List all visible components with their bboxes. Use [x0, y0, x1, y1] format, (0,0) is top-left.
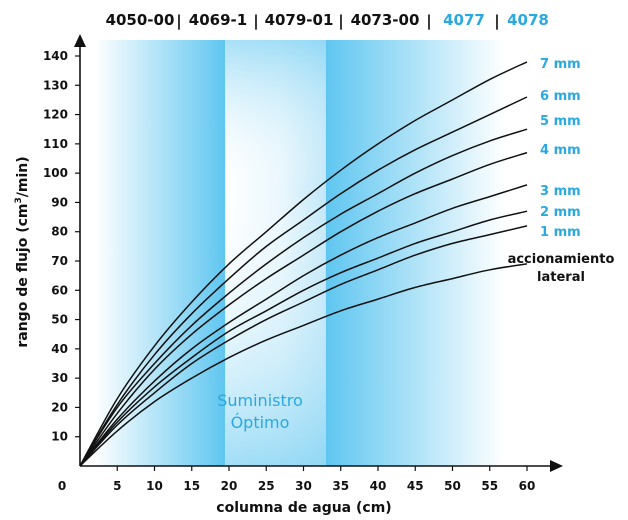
axes	[74, 34, 563, 472]
series-labels: 7 mm 6 mm 5 mm 4 mm 3 mm 2 mm 1 mm accionamient…	[508, 57, 615, 285]
model-separator: |	[494, 12, 499, 31]
y-tick-label: 10	[51, 430, 68, 444]
series-label-line1: accionamiento	[508, 252, 615, 267]
x-tick-label: 0	[58, 479, 66, 493]
x-tick-label: 5	[113, 479, 121, 493]
series-label: 7 mm	[540, 57, 581, 72]
y-tick-label: 110	[43, 137, 68, 151]
flow-curves	[79, 61, 528, 467]
y-tick-label: 60	[51, 283, 68, 297]
series-label: 1 mm	[540, 225, 581, 240]
y-axis-arrow	[74, 34, 86, 47]
series-line-3	[79, 151, 528, 467]
series-label-line2: lateral	[537, 270, 585, 285]
model-separator: |	[338, 12, 343, 31]
x-tick-label: 60	[519, 479, 536, 493]
x-tick-label: 20	[221, 479, 238, 493]
x-tick-label: 30	[295, 479, 312, 493]
series-label: 3 mm	[540, 184, 581, 199]
model-label: 4050-00	[106, 11, 175, 29]
optimum-zone-label-line2: Óptimo	[231, 413, 290, 432]
x-tick-label: 15	[183, 479, 200, 493]
series-label: 6 mm	[540, 89, 581, 104]
y-tick-label: 90	[51, 195, 68, 209]
background-bands	[95, 40, 505, 466]
band-right	[325, 40, 505, 466]
x-axis-title: columna de agua (cm)	[216, 500, 391, 516]
y-tick-label: 70	[51, 254, 68, 268]
x-axis-arrow	[550, 460, 563, 472]
x-tick-label: 10	[146, 479, 163, 493]
x-tick-label: 55	[481, 479, 498, 493]
model-label: 4077	[443, 11, 485, 29]
model-label: 4078	[507, 11, 549, 29]
y-axis-title-main: rango de flujo (cm	[15, 203, 31, 347]
x-axis-ticks: 0 5 10 15 20 25 30 35 40 45 50 55 60	[58, 466, 536, 493]
y-axis-title-superscript: 3	[14, 197, 24, 203]
optimum-zone-label-line1: Suministro	[217, 391, 303, 410]
x-tick-label: 40	[370, 479, 387, 493]
series-line-2	[79, 128, 528, 467]
y-tick-label: 80	[51, 225, 68, 239]
x-tick-label: 45	[407, 479, 424, 493]
band-left	[95, 40, 226, 466]
y-tick-label: 120	[43, 108, 68, 122]
series-line-6	[79, 225, 528, 467]
x-tick-label: 35	[332, 479, 349, 493]
series-line-4	[79, 184, 528, 467]
series-label: 4 mm	[540, 143, 581, 158]
series-line-7	[79, 263, 528, 467]
model-label: 4079-01	[265, 11, 334, 29]
model-separator: |	[426, 12, 431, 31]
x-tick-label: 50	[444, 479, 461, 493]
y-axis-title-end: /min)	[15, 156, 31, 197]
model-separator: |	[176, 12, 181, 31]
series-label: 5 mm	[540, 114, 581, 129]
y-axis-ticks: 10 20 30 40 50 60 70 80 90 100 110 120 130 140	[43, 49, 80, 444]
model-separator: |	[253, 12, 258, 31]
x-tick-label: 25	[258, 479, 275, 493]
model-header: 4050-00 4069-1 4079-01 4073-00 4077 4078 | | | | |	[106, 11, 549, 31]
y-tick-label: 30	[51, 371, 68, 385]
series-line-0	[79, 61, 528, 467]
series-label: 2 mm	[540, 205, 581, 220]
y-tick-label: 140	[43, 49, 68, 63]
series-line-1	[79, 96, 528, 467]
y-tick-label: 50	[51, 313, 68, 327]
model-label: 4073-00	[351, 11, 420, 29]
y-tick-label: 40	[51, 342, 68, 356]
series-line-5	[79, 210, 528, 467]
y-tick-label: 100	[43, 166, 68, 180]
y-tick-label: 130	[43, 78, 68, 92]
model-label: 4069-1	[189, 11, 247, 29]
y-axis-title: rango de flujo (cm3/min)	[14, 156, 31, 347]
y-tick-label: 20	[51, 400, 68, 414]
